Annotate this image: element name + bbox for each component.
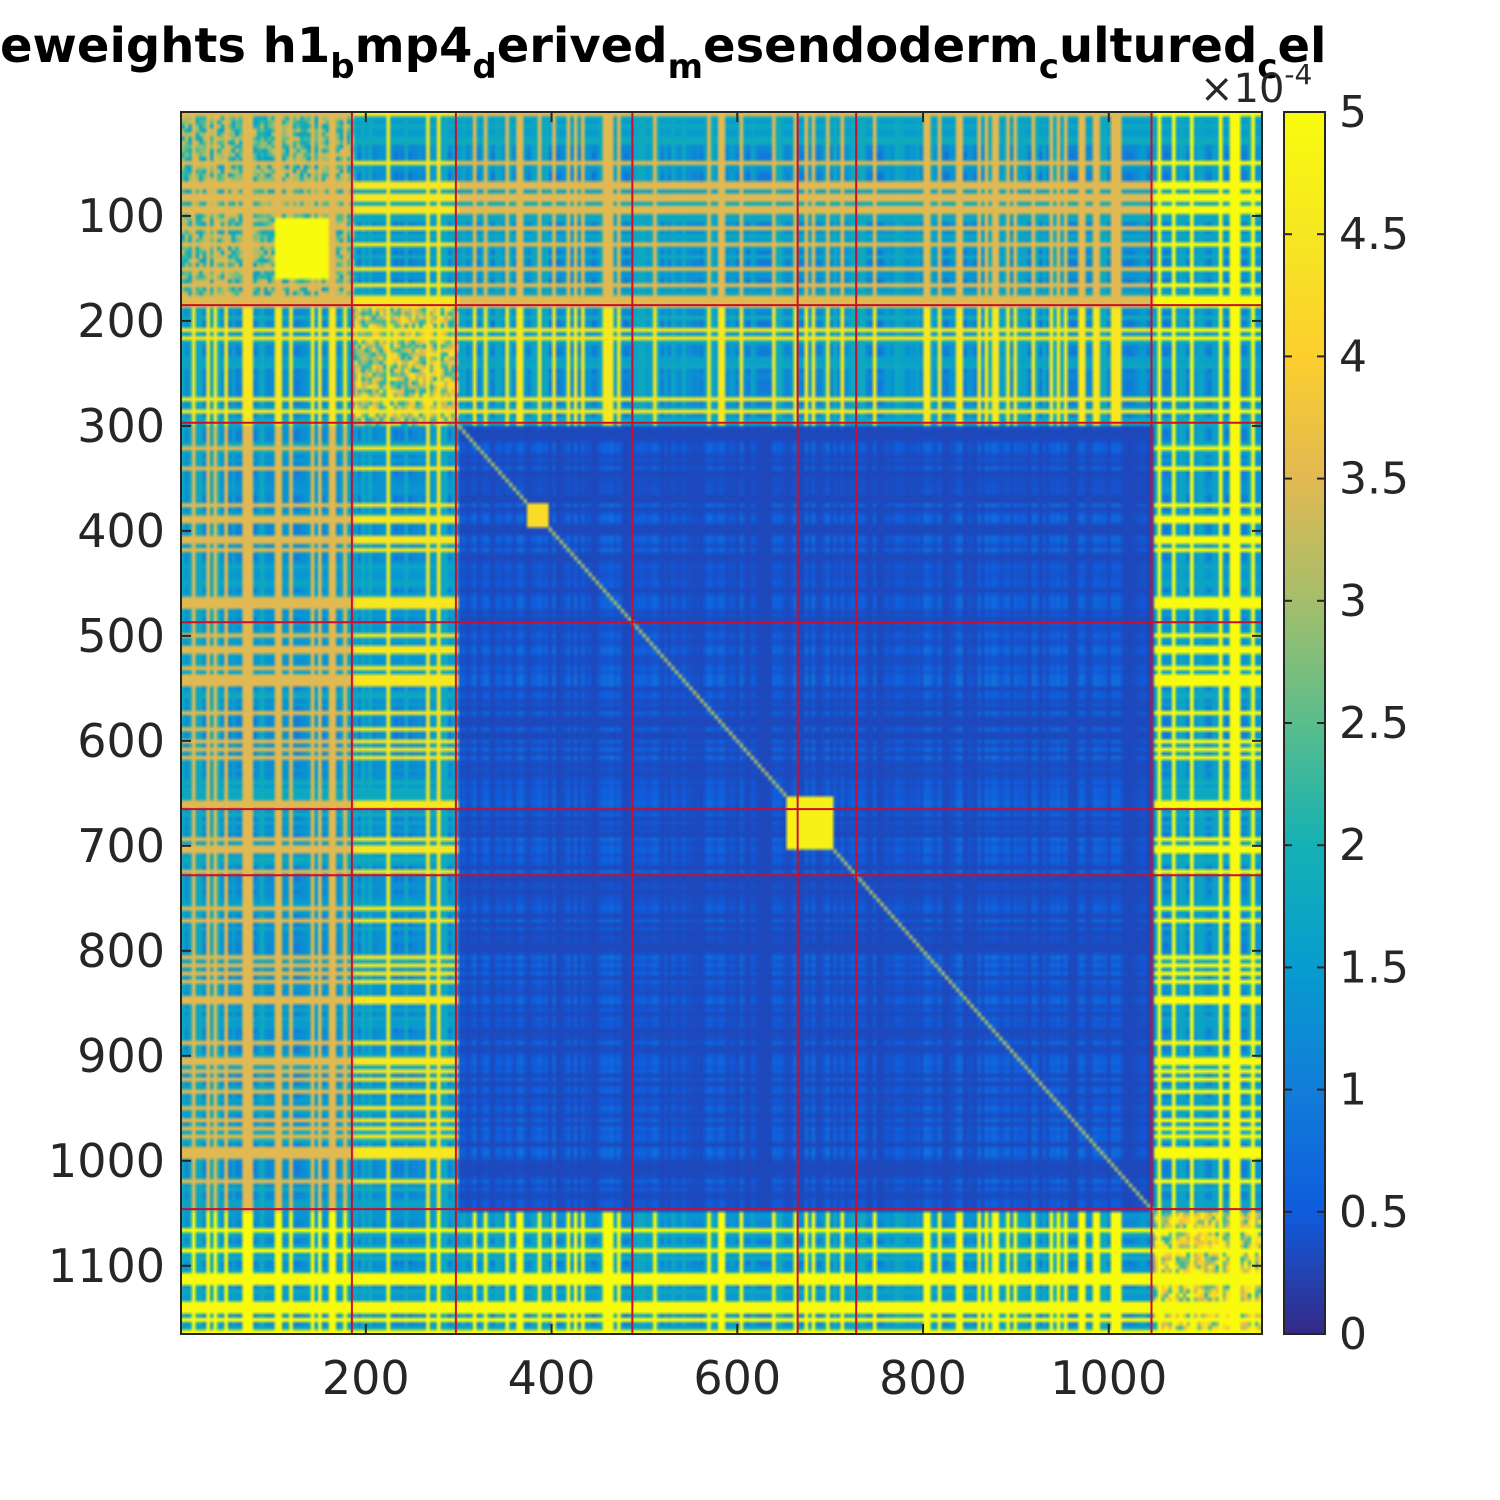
colorbar-tick-label: 2.5 (1339, 698, 1409, 749)
y-axis: 100 200 300 400 500 600 700 800 900 1000 1100 (48, 189, 1262, 1293)
x-tick-label: 800 (879, 1351, 967, 1405)
colorbar-tick-label: 1 (1339, 1065, 1367, 1116)
y-tick-label: 1100 (48, 1239, 165, 1293)
heatmap-image (181, 112, 1262, 1334)
colorbar-tick-label: 1.5 (1339, 942, 1409, 993)
y-tick-label: 300 (77, 399, 165, 453)
colorbar-tick-label: 0.5 (1339, 1187, 1409, 1238)
title-subscript: m (668, 47, 703, 87)
colorbar-tick-label: 3 (1339, 576, 1367, 627)
x-tick-label: 600 (693, 1351, 781, 1405)
colorbar-tick-label: 5 (1339, 87, 1367, 138)
colorbar-tick-label: 0 (1339, 1309, 1367, 1360)
title-subscript: c (1257, 47, 1277, 87)
y-tick-label: 800 (77, 924, 165, 978)
title-segment: erived (497, 18, 668, 74)
y-tick-label: 100 (77, 189, 165, 243)
chart-title: eweights h1bmp4derivedmesendodermculture… (0, 18, 1326, 87)
title-segment: mp4 (355, 18, 473, 74)
y-tick-label: 600 (77, 714, 165, 768)
title-subscript: d (472, 47, 496, 87)
title-subscript: b (330, 47, 354, 87)
y-tick-label: 200 (77, 294, 165, 348)
x-tick-label: 400 (508, 1351, 596, 1405)
x-tick-label: 1000 (1050, 1351, 1167, 1405)
colorbar-ticks: 0 0.5 1 1.5 2 2.5 3 3.5 4 4.5 5 (1284, 87, 1409, 1360)
colorbar-exponent-base: ×10 (1200, 66, 1284, 112)
plot-area (180, 111, 1263, 1335)
y-tick-label: 700 (77, 819, 165, 873)
title-subscript: c (1039, 47, 1059, 87)
y-tick-label: 1000 (48, 1134, 165, 1188)
title-segment: ultured (1059, 18, 1257, 74)
title-segment: eweights h1 (0, 18, 330, 74)
colorbar-exponent-power: -4 (1284, 58, 1312, 91)
svg-text:×10-4: ×10-4 (1200, 58, 1312, 112)
title-segment: esendoderm (703, 18, 1039, 74)
cluster-boundary-lines (181, 112, 1262, 1334)
x-tick-label: 200 (322, 1351, 410, 1405)
x-axis: 200 400 600 800 1000 (322, 112, 1167, 1405)
plot-frame (180, 111, 1263, 1335)
y-tick-label: 400 (77, 504, 165, 558)
colorbar-exponent: ×10-4 (1200, 58, 1312, 112)
colorbar-tick-label: 2 (1339, 820, 1367, 871)
y-tick-label: 900 (77, 1029, 165, 1083)
title-segment: el (1277, 18, 1326, 74)
y-tick-label: 500 (77, 609, 165, 663)
colorbar-tick-label: 4 (1339, 331, 1367, 382)
colorbar-tick-label: 4.5 (1339, 209, 1409, 260)
colorbar-tick-label: 3.5 (1339, 454, 1409, 505)
colorbar: 0 0.5 1 1.5 2 2.5 3 3.5 4 4.5 5 ×10-4 (1200, 58, 1409, 1360)
